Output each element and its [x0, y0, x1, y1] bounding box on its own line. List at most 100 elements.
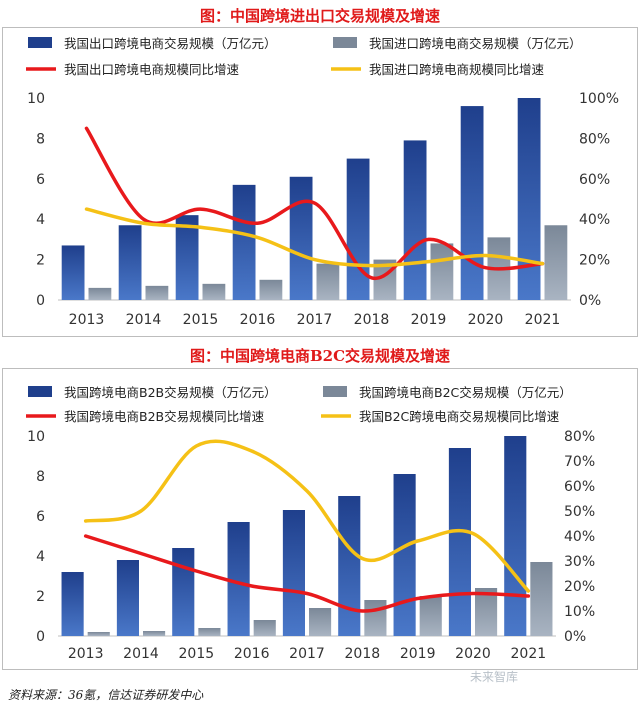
y-tick-label: 2	[36, 589, 45, 605]
legend-label: 我国进口跨境电商交易规模（万亿元）	[369, 36, 582, 51]
chart-2-title: 图：中国跨境电商B2C交易规模及增速	[189, 347, 451, 365]
x-tick-label: 2016	[234, 646, 270, 662]
chart-2-panel: 0 2 4 6 8 10 0% 10% 20% 30% 40% 50% 60% 70% 80% 2013 201…	[2, 368, 638, 670]
watermark: 未来智库	[470, 670, 519, 684]
legend-label: 我国跨境电商B2B交易规模（万亿元）	[64, 385, 277, 400]
y-tick-label: 4	[36, 212, 45, 228]
x-tick-label: 2020	[455, 646, 491, 662]
line-series	[84, 207, 545, 268]
bar	[143, 631, 166, 636]
y-tick-label: 0	[36, 629, 45, 645]
bar	[198, 628, 221, 636]
y-tick-label: 8	[36, 131, 45, 147]
bar	[172, 548, 195, 636]
y2-tick-label: 100%	[579, 91, 619, 107]
bar	[282, 510, 305, 636]
bar	[202, 283, 226, 300]
bar	[504, 436, 527, 636]
y2-tick-label: 30%	[564, 554, 595, 570]
legend-label: 我国跨境电商B2B交易规模同比增速	[64, 409, 265, 424]
y-tick-label: 6	[36, 509, 45, 525]
y2-tick-label: 0%	[564, 629, 586, 645]
y2-tick-label: 10%	[564, 604, 595, 620]
y-axis-left: 0 2 4 6 8 10	[27, 429, 45, 645]
x-axis: 2013 2014 2015 2016 2017 2018 2019 2020 2021	[69, 312, 561, 328]
y-tick-label: 10	[27, 91, 45, 107]
bar	[338, 496, 361, 636]
y2-tick-label: 60%	[564, 479, 595, 495]
bar-series	[61, 436, 527, 636]
x-tick-label: 2013	[69, 312, 105, 328]
legend-swatch	[323, 386, 347, 397]
bar	[253, 620, 276, 636]
bar	[88, 287, 112, 300]
bar	[61, 572, 84, 636]
line-series	[83, 439, 531, 593]
y2-tick-label: 40%	[564, 529, 595, 545]
bar	[145, 285, 169, 300]
legend-item: 我国进口跨境电商规模同比增速	[331, 62, 545, 77]
bar	[460, 106, 484, 300]
y2-tick-label: 20%	[579, 253, 610, 269]
legend-swatch	[28, 386, 52, 397]
bar-series	[87, 562, 553, 636]
y2-tick-label: 0%	[579, 293, 601, 309]
legend-swatch	[28, 37, 52, 48]
bar	[530, 562, 553, 636]
x-tick-label: 2020	[468, 312, 504, 328]
chart-1-panel: 0 2 4 6 8 10 0% 20% 40% 60% 80% 100% 2013 2014 2015 201…	[2, 27, 638, 337]
bar	[419, 596, 442, 636]
x-tick-label: 2019	[411, 312, 447, 328]
x-tick-label: 2021	[511, 646, 547, 662]
legend-item: 我国出口跨境电商交易规模（万亿元）	[28, 36, 277, 51]
bar	[430, 243, 454, 300]
x-tick-label: 2015	[183, 312, 219, 328]
legend-item: 我国进口跨境电商交易规模（万亿元）	[333, 36, 582, 51]
bar	[309, 608, 332, 636]
y-tick-label: 6	[36, 172, 45, 188]
bar	[544, 225, 568, 300]
x-tick-label: 2014	[126, 312, 162, 328]
bar	[118, 225, 142, 300]
x-tick-label: 2019	[400, 646, 436, 662]
y2-tick-label: 60%	[579, 172, 610, 188]
source-footnote: 资料来源：36氪，信达证券研发中心	[8, 688, 204, 702]
y-tick-label: 4	[36, 549, 45, 565]
legend-item: 我国B2C跨境电商交易规模同比增速	[321, 409, 560, 424]
y2-tick-label: 20%	[564, 579, 595, 595]
y2-tick-label: 80%	[579, 131, 610, 147]
x-tick-label: 2013	[68, 646, 104, 662]
bar	[232, 184, 256, 300]
y-tick-label: 0	[36, 293, 45, 309]
bar	[364, 600, 387, 636]
bar	[316, 263, 340, 300]
x-tick-label: 2021	[525, 312, 561, 328]
x-tick-label: 2017	[297, 312, 333, 328]
bar	[289, 176, 313, 300]
chart-1-title: 图：中国跨境进出口交易规模及增速	[199, 7, 440, 25]
x-tick-label: 2015	[179, 646, 215, 662]
legend-label: 我国跨境电商B2C交易规模（万亿元）	[359, 385, 572, 400]
bar	[175, 215, 199, 300]
bar	[393, 474, 416, 636]
bar	[346, 158, 370, 300]
legend-item: 我国出口跨境电商规模同比增速	[26, 62, 240, 77]
legend-swatch	[333, 37, 357, 48]
x-tick-label: 2018	[354, 312, 390, 328]
x-axis: 2013 2014 2015 2016 2017 2018 2019 2020 2021	[68, 646, 546, 662]
y-axis-right: 0% 20% 40% 60% 80% 100%	[579, 91, 619, 309]
bar	[61, 245, 85, 300]
bar	[475, 588, 498, 636]
y2-tick-label: 50%	[564, 504, 595, 520]
bar	[448, 448, 471, 636]
legend-label: 我国B2C跨境电商交易规模同比增速	[359, 409, 560, 424]
x-tick-label: 2017	[289, 646, 325, 662]
line-series	[83, 534, 531, 613]
bar	[87, 632, 110, 636]
legend-item: 我国跨境电商B2B交易规模同比增速	[26, 409, 265, 424]
x-tick-label: 2018	[345, 646, 381, 662]
bar	[403, 140, 427, 300]
bar-series	[61, 98, 541, 300]
